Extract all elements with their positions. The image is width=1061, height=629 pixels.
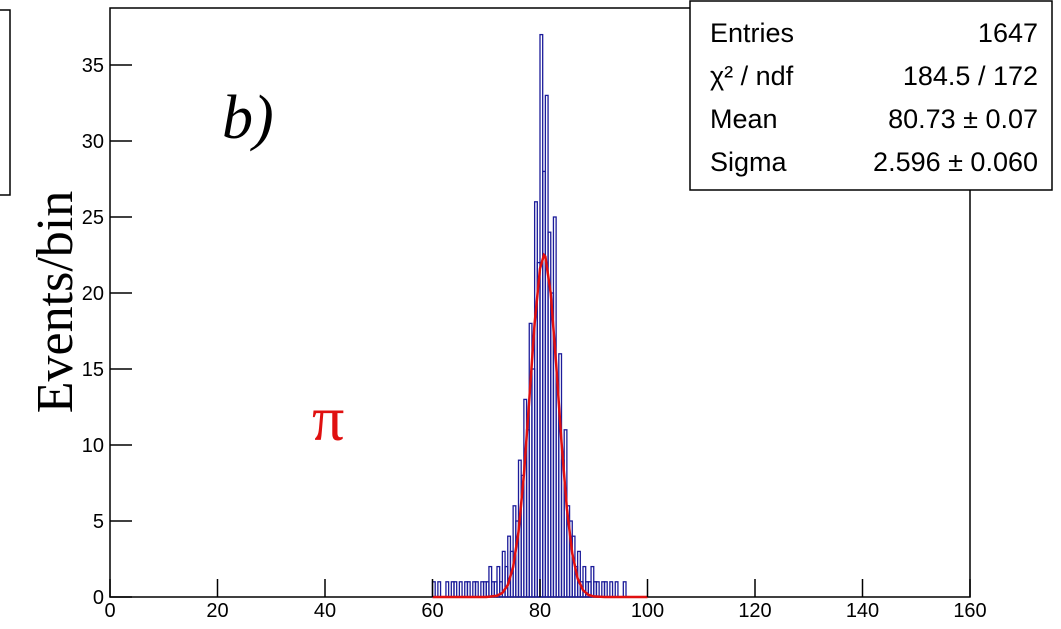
clipped-box: [0, 9, 11, 196]
x-tick-label: 120: [738, 600, 771, 622]
x-tick-label: 160: [953, 600, 986, 622]
bar: [622, 581, 627, 598]
y-tick-label: 30: [82, 131, 104, 153]
x-tick-label: 80: [529, 600, 551, 622]
x-tick-label: 100: [631, 600, 664, 622]
y-tick-label: 35: [82, 55, 104, 77]
stat-value: 184.5 / 172: [903, 61, 1038, 91]
plot-area: [431, 33, 648, 599]
bar: [614, 581, 619, 598]
bar: [458, 581, 463, 598]
stat-value: 80.73 ± 0.07: [888, 104, 1038, 134]
bar: [445, 581, 450, 598]
y-tick-label: 5: [93, 511, 104, 533]
bar: [466, 581, 471, 598]
bar: [474, 581, 479, 598]
bar: [437, 581, 442, 598]
stat-label: Mean: [710, 104, 778, 134]
x-tick-label: 40: [314, 600, 336, 622]
y-tick-label: 25: [82, 207, 104, 229]
x-tick-label: 140: [846, 600, 879, 622]
x-tick-label: 60: [421, 600, 443, 622]
bar: [609, 581, 614, 598]
x-tick-label: 0: [104, 600, 115, 622]
y-tick-label: 20: [82, 283, 104, 305]
x-tick-label: 20: [206, 600, 228, 622]
y-tick-label: 10: [82, 435, 104, 457]
stat-value: 1647: [978, 18, 1038, 48]
stats: Entries 1647 χ² / ndf 184.5 / 172 Mean 80.73 …: [710, 18, 1038, 177]
stat-label: Sigma: [710, 147, 788, 177]
y-axis-label: Events/bin: [27, 191, 84, 413]
particle-label: π: [312, 383, 344, 454]
stat-value: 2.596 ± 0.060: [873, 147, 1038, 177]
stats-box: [689, 0, 1053, 191]
y-tick-label: 0: [93, 587, 104, 609]
bar: [453, 581, 458, 598]
bar: [595, 581, 600, 598]
bar: [603, 581, 608, 598]
stat-label: Entries: [710, 18, 794, 48]
panel-label: b): [222, 84, 274, 152]
stat-label: χ² / ndf: [710, 61, 794, 91]
y-tick-label: 15: [82, 359, 104, 381]
fit-curve: [432, 252, 648, 599]
